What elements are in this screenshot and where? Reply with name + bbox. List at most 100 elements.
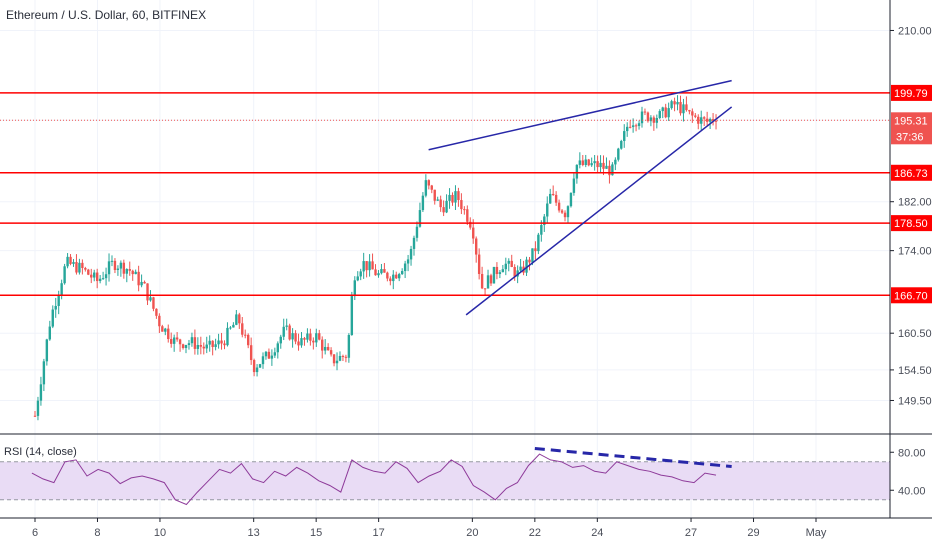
candle-body	[409, 248, 413, 260]
candle-body	[252, 360, 256, 373]
candle-body	[238, 314, 241, 324]
candle-body	[498, 272, 502, 275]
x-tick-label-22: 22	[529, 527, 541, 539]
candle-body	[137, 271, 140, 286]
candle-body	[418, 210, 422, 227]
candle-body	[202, 346, 205, 349]
candle-body	[161, 326, 164, 332]
candle-body	[457, 191, 460, 201]
candle-body	[167, 328, 170, 340]
candle-body	[291, 333, 294, 340]
candle-body	[347, 335, 351, 358]
candle-body	[318, 333, 321, 340]
candle-body	[69, 256, 72, 264]
candle-body	[705, 118, 709, 122]
candle-body	[128, 269, 131, 271]
candle-body	[525, 259, 528, 273]
candle-body	[104, 274, 108, 279]
candle-body	[676, 101, 679, 105]
candle-body	[430, 185, 433, 190]
candle-body	[540, 225, 543, 235]
candle-body	[492, 266, 496, 284]
candle-body	[125, 269, 128, 274]
candle-body	[321, 339, 324, 351]
candle-body	[421, 195, 425, 211]
candle-body	[246, 334, 250, 346]
candle-body	[170, 339, 173, 344]
candle-body	[489, 275, 493, 284]
candle-body	[33, 415, 37, 417]
candle-body	[608, 165, 611, 176]
candle-body	[184, 345, 188, 348]
candle-body	[439, 199, 442, 208]
candle-body	[344, 356, 348, 358]
candle-body	[116, 268, 120, 270]
candle-body	[519, 266, 522, 271]
candle-body	[338, 355, 342, 361]
y-tick-label-182.00: 182.00	[898, 197, 932, 209]
candle-body	[45, 339, 49, 362]
rsi-line	[31, 453, 717, 506]
level-badge-166.70-bg	[891, 287, 932, 304]
candle-body	[626, 126, 629, 132]
candle-body	[220, 340, 223, 344]
x-tick-label-6: 6	[32, 527, 38, 539]
level-badge-199.79: 199.79	[894, 88, 928, 100]
candle-body	[474, 238, 478, 255]
candle-body	[152, 297, 155, 309]
candle-body	[406, 259, 410, 264]
candle-body	[655, 118, 659, 123]
candle-body	[634, 125, 638, 127]
candle-body	[557, 202, 561, 211]
candle-body	[187, 343, 191, 346]
candle-body	[516, 270, 519, 277]
candle-body	[356, 276, 359, 281]
candle-body	[140, 281, 143, 286]
candle-body	[107, 261, 111, 275]
candle-body	[593, 161, 596, 164]
candle-body	[172, 337, 176, 344]
candle-body	[480, 273, 484, 289]
candle-body	[486, 275, 490, 289]
candle-body	[226, 327, 229, 346]
candle-body	[599, 162, 602, 168]
candle-body	[711, 119, 715, 121]
candle-body	[602, 162, 605, 169]
candle-body	[175, 337, 179, 340]
candle-body	[620, 140, 623, 149]
candle-body	[551, 193, 555, 195]
candle-body	[362, 261, 365, 272]
rsi-indicator-label[interactable]: RSI (14, close)	[4, 446, 77, 458]
level-badge-199.79-bg	[891, 84, 932, 101]
candle-body	[211, 340, 214, 348]
candle-body	[424, 180, 428, 196]
candle-body	[549, 193, 552, 204]
candle-body	[614, 159, 617, 165]
candle-body	[617, 148, 620, 160]
candle-body	[155, 308, 158, 316]
candle-body	[386, 272, 389, 279]
candle-body	[454, 191, 457, 203]
candle-body	[190, 337, 194, 344]
candle-body	[572, 178, 576, 193]
candle-body	[543, 216, 546, 226]
x-tick-label-20: 20	[466, 527, 478, 539]
x-tick-label-May: May	[806, 527, 827, 539]
candle-body	[42, 361, 46, 385]
candle-body	[164, 328, 167, 332]
candle-body	[244, 334, 247, 336]
candle-body	[389, 278, 392, 282]
candle-body	[285, 325, 288, 327]
candle-body	[39, 384, 43, 401]
candle-body	[365, 261, 368, 271]
candle-body	[193, 337, 197, 349]
candle-body	[98, 278, 102, 282]
candle-body	[178, 339, 182, 345]
candle-body	[51, 309, 54, 327]
candle-body	[113, 260, 117, 270]
candle-body	[353, 280, 356, 297]
candle-body	[694, 115, 697, 117]
candle-body	[714, 120, 718, 122]
y-tick-label-210.00: 210.00	[898, 25, 932, 37]
